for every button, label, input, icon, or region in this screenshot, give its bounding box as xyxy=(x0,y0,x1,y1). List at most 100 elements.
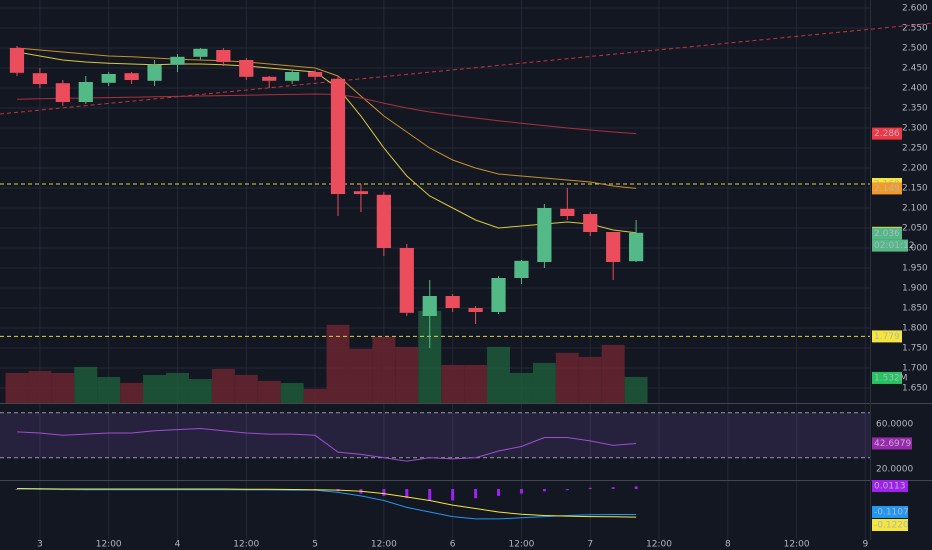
y-tick-label: 1.900 xyxy=(902,284,928,294)
candle-body xyxy=(330,78,346,194)
candle-body xyxy=(376,194,391,248)
x-tick-label: 12:00 xyxy=(96,540,122,550)
x-tick-label: 3 xyxy=(37,540,43,550)
y-tick-label: 2.550 xyxy=(902,24,928,34)
macd-histogram-bar xyxy=(497,488,501,496)
y-tick-label: 2.300 xyxy=(902,124,928,134)
y-tick-label: 1.650 xyxy=(902,384,928,394)
candle-body xyxy=(9,48,25,73)
volume-bar xyxy=(487,346,510,403)
price-label: 2.036 xyxy=(874,229,900,239)
price-label-bg xyxy=(872,330,902,343)
rsi-tick-label: 20.0000 xyxy=(876,464,913,474)
x-tick-label: 9 xyxy=(863,540,869,550)
candle-body xyxy=(285,72,300,81)
rsi-tick-label: 60.0000 xyxy=(876,420,913,430)
macd-label-bg xyxy=(872,506,908,518)
volume-bar xyxy=(532,362,556,403)
candle-body xyxy=(239,60,254,77)
moving-average xyxy=(16,47,637,189)
candle-body xyxy=(422,296,437,316)
y-tick-label: 2.050 xyxy=(902,224,928,234)
macd-histogram-bar xyxy=(634,486,638,489)
volume-label-bg xyxy=(872,371,902,384)
volume-bar xyxy=(395,346,419,403)
macd-histogram-bar xyxy=(542,488,546,492)
y-tick-label: 2.450 xyxy=(902,64,928,74)
volume-bar xyxy=(143,374,167,403)
volume-bar xyxy=(211,369,235,403)
candle-body xyxy=(399,248,414,313)
y-tick-label: 2.150 xyxy=(902,184,928,194)
candle-body xyxy=(514,260,529,278)
candle-body xyxy=(445,296,460,308)
volume-bar xyxy=(120,382,144,403)
volume-bar xyxy=(51,372,75,403)
volume-bar xyxy=(441,364,465,403)
moving-average xyxy=(16,93,637,135)
macd-label: 0.0113 xyxy=(874,482,906,492)
y-tick-label: 2.350 xyxy=(902,104,928,114)
volume-bar xyxy=(5,372,29,403)
y-tick-label: 1.700 xyxy=(902,364,928,374)
rsi-label: 42.6979 xyxy=(874,439,911,449)
candle-body xyxy=(32,73,48,84)
candle-body xyxy=(307,72,323,77)
rsi-line xyxy=(16,427,637,462)
volume-label: 1.532M xyxy=(874,373,908,383)
macd-histogram-bar xyxy=(405,488,409,499)
candle-body xyxy=(78,82,93,102)
price-label-bg xyxy=(872,227,902,240)
y-tick-label: 1.800 xyxy=(902,324,928,334)
volume-bar xyxy=(555,352,579,403)
volume-bar xyxy=(97,376,121,403)
candle-body xyxy=(583,214,598,232)
candle-body xyxy=(193,48,208,57)
x-tick-label: 4 xyxy=(175,540,181,550)
candle-body xyxy=(124,73,139,80)
price-label: 1.779 xyxy=(874,332,900,342)
candle-body xyxy=(170,56,185,65)
signal-line xyxy=(16,488,637,518)
x-tick-label: 6 xyxy=(450,540,456,550)
volume-bar xyxy=(601,344,625,403)
y-tick-label: 2.000 xyxy=(902,244,928,254)
trend-line xyxy=(0,22,932,115)
candle-body xyxy=(101,74,116,83)
countdown-bg xyxy=(872,239,908,252)
price-label: 2.149 xyxy=(874,184,900,194)
y-tick-label: 2.500 xyxy=(902,44,928,54)
y-tick-label: 2.600 xyxy=(902,4,928,14)
candle-body xyxy=(262,76,277,81)
x-tick-label: 12:00 xyxy=(784,540,810,550)
price-label: 2.286 xyxy=(874,129,900,139)
volume-bar xyxy=(624,376,648,403)
y-tick-label: 2.250 xyxy=(902,144,928,154)
macd-label: -0.1107 xyxy=(874,508,909,518)
candle-body xyxy=(353,191,369,194)
x-tick-label: 12:00 xyxy=(508,540,534,550)
macd-label: -0.1220 xyxy=(874,521,909,531)
candle-body xyxy=(55,83,70,102)
macd-histogram-bar xyxy=(611,487,615,489)
y-tick-label: 2.100 xyxy=(902,204,928,214)
volume-bar xyxy=(303,389,327,403)
price-label-bg xyxy=(872,182,902,195)
y-tick-label: 2.400 xyxy=(902,84,928,94)
x-tick-label: 12:00 xyxy=(646,540,672,550)
rsi-band-fill xyxy=(0,412,870,458)
x-tick-label: 8 xyxy=(725,540,731,550)
volume-bar xyxy=(280,382,304,403)
candle-body xyxy=(606,232,621,262)
y-tick-label: 1.850 xyxy=(902,304,928,314)
candle-body xyxy=(537,208,552,262)
volume-bar xyxy=(188,379,212,403)
candle-body xyxy=(147,64,162,81)
price-label-bg xyxy=(872,127,902,140)
candle-body xyxy=(560,208,575,216)
volume-bar xyxy=(326,324,350,403)
volume-bar xyxy=(372,336,396,403)
volume-bar xyxy=(509,372,533,403)
volume-bar xyxy=(28,371,52,403)
